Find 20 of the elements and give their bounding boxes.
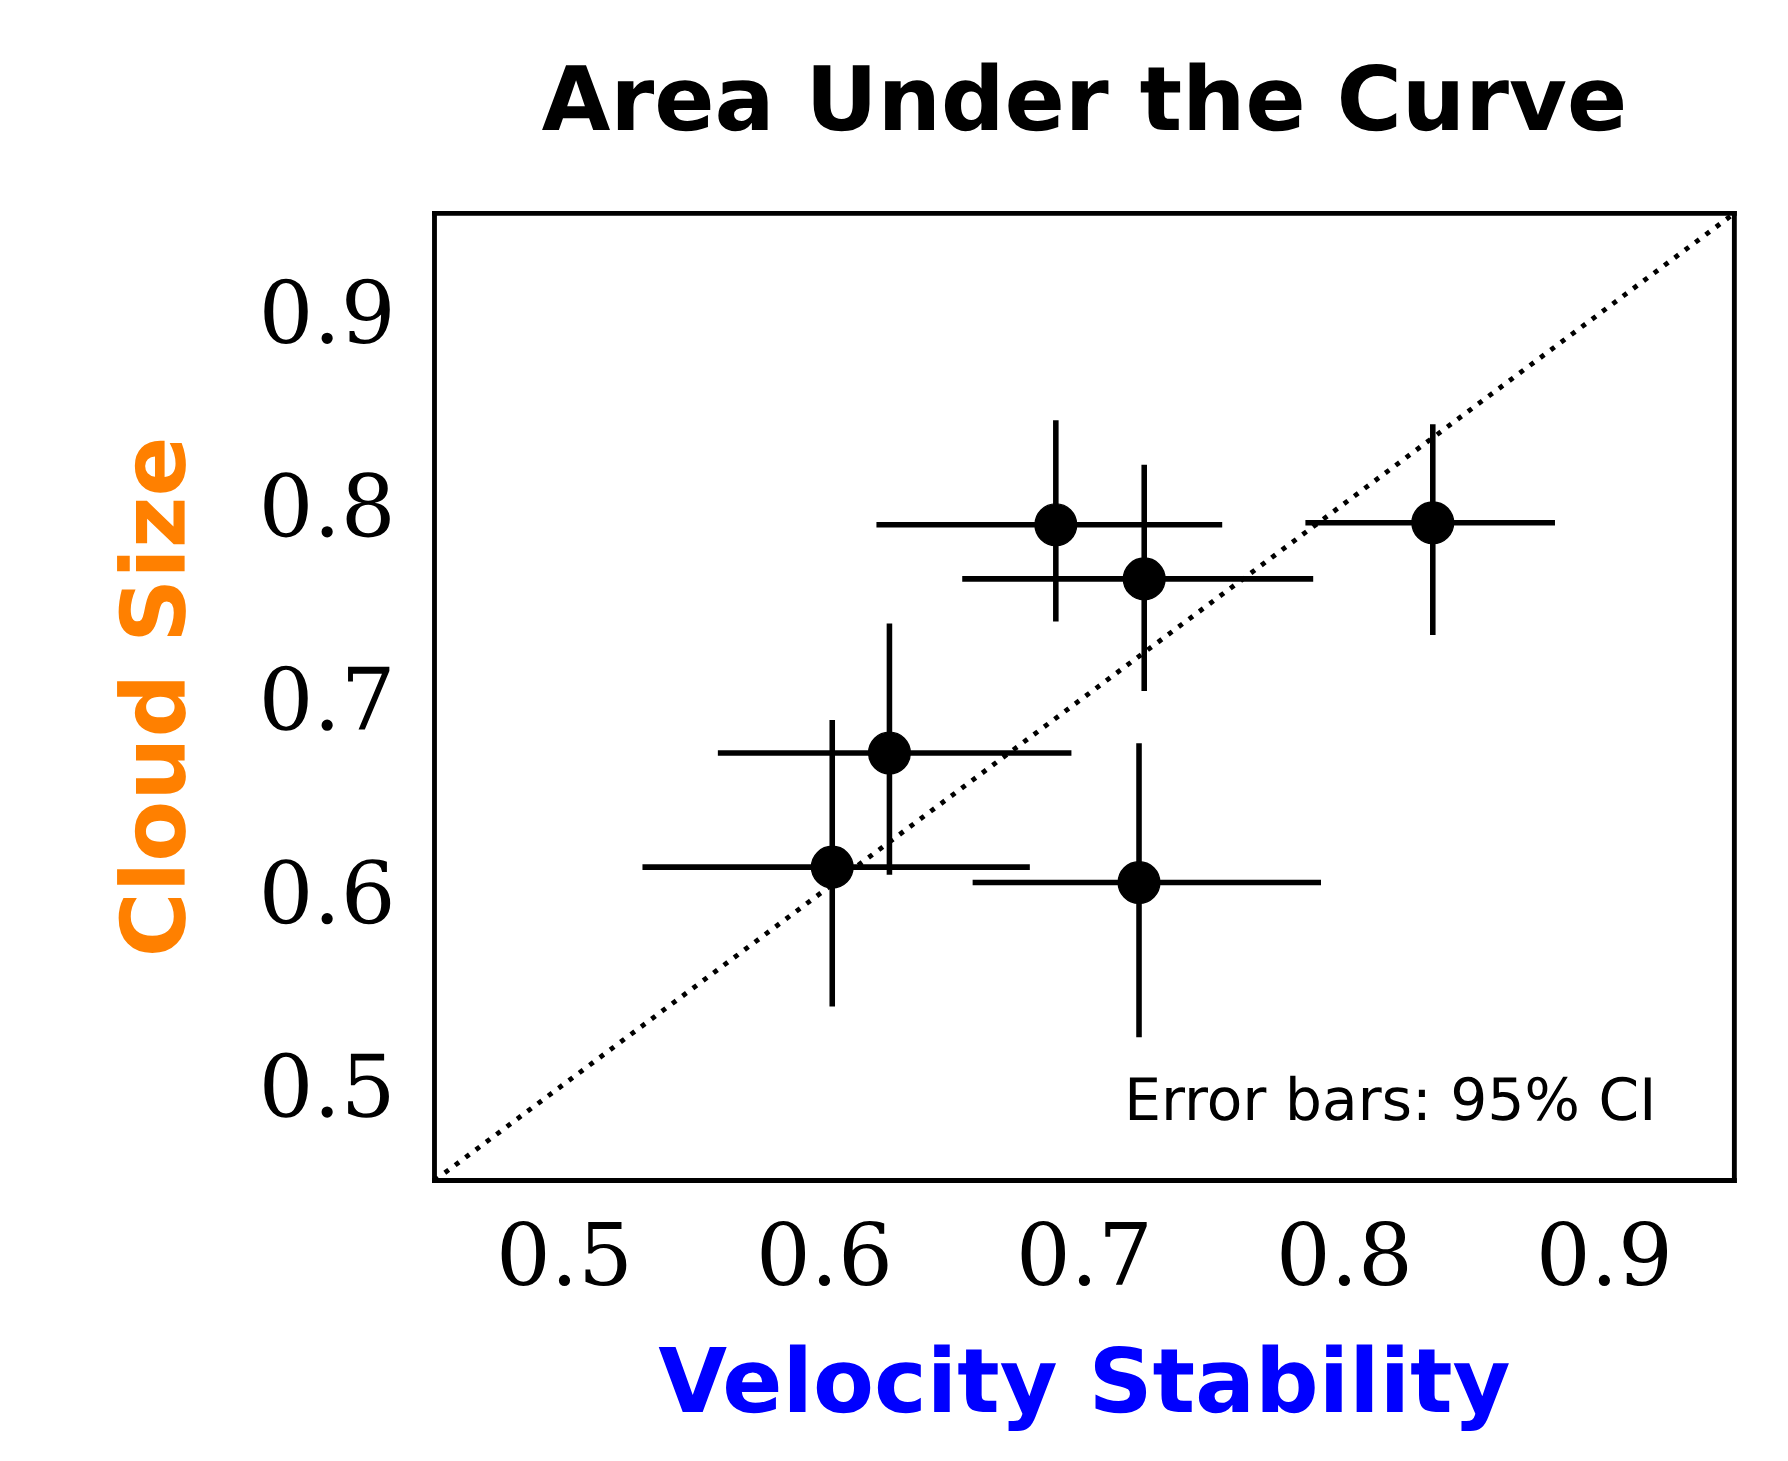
y-tick-label: 0.5 [264,1052,389,1118]
point [1117,861,1161,905]
x-tick-label: 0.6 [761,1220,888,1287]
x-tick-label: 0.7 [1021,1220,1147,1287]
x-axis-title: Velocity Stability [658,1344,1509,1432]
point [1034,503,1078,547]
y-tick-label: 0.8 [264,472,390,538]
chart-title: Area Under the Curve [542,62,1623,132]
x-tick-label: 0.9 [1541,1220,1668,1287]
point [1411,501,1455,545]
point [1122,557,1166,601]
y-tick-label: 0.7 [264,665,390,731]
annotation: Error bars: 95% CI [1129,1075,1651,1121]
x-tick-label: 0.5 [501,1220,627,1287]
y-tick-label: 0.6 [264,859,391,925]
x-tick-label: 0.8 [1281,1220,1408,1287]
y-axis-title: Cloud Size [117,440,186,954]
y-tick-label: 0.9 [264,278,390,344]
point [810,845,854,889]
point [867,731,911,775]
